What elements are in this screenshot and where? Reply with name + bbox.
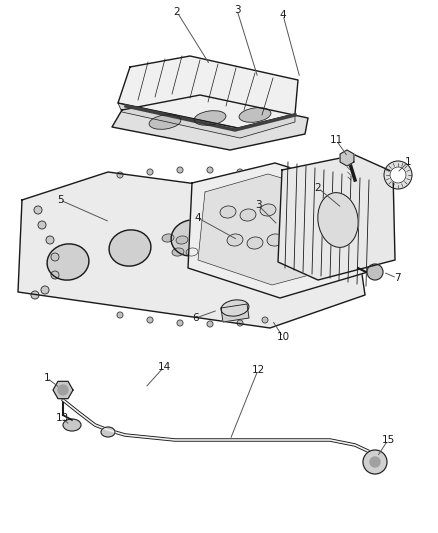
Circle shape — [297, 177, 303, 183]
Circle shape — [177, 167, 183, 173]
Circle shape — [117, 312, 123, 318]
Text: 7: 7 — [394, 273, 400, 283]
Text: 3: 3 — [234, 5, 240, 15]
Text: 5: 5 — [57, 195, 64, 205]
Text: 10: 10 — [276, 332, 290, 342]
Text: 6: 6 — [193, 313, 199, 323]
Ellipse shape — [109, 230, 151, 266]
Ellipse shape — [162, 234, 174, 242]
Text: 2: 2 — [174, 7, 180, 17]
Text: 11: 11 — [329, 135, 343, 145]
Ellipse shape — [239, 108, 271, 122]
Ellipse shape — [63, 419, 81, 431]
Circle shape — [34, 206, 42, 214]
Circle shape — [51, 253, 59, 261]
Ellipse shape — [248, 238, 260, 246]
Ellipse shape — [194, 111, 226, 125]
Circle shape — [237, 320, 243, 326]
Ellipse shape — [186, 248, 198, 256]
Circle shape — [38, 221, 46, 229]
Ellipse shape — [282, 214, 298, 226]
Polygon shape — [278, 155, 395, 280]
Ellipse shape — [101, 427, 115, 437]
Circle shape — [327, 187, 333, 193]
Polygon shape — [188, 163, 368, 298]
Ellipse shape — [220, 206, 236, 218]
Ellipse shape — [221, 300, 249, 316]
Circle shape — [207, 167, 213, 173]
Ellipse shape — [267, 234, 283, 246]
Circle shape — [390, 167, 406, 183]
Circle shape — [207, 321, 213, 327]
Ellipse shape — [172, 248, 184, 256]
Circle shape — [51, 271, 59, 279]
Ellipse shape — [260, 204, 276, 216]
Circle shape — [147, 317, 153, 323]
Text: 13: 13 — [55, 413, 69, 423]
Text: 1: 1 — [44, 373, 50, 383]
Ellipse shape — [47, 244, 89, 280]
Polygon shape — [198, 174, 358, 285]
Circle shape — [384, 161, 412, 189]
Polygon shape — [53, 381, 73, 399]
Text: 4: 4 — [280, 10, 286, 20]
Text: 1: 1 — [405, 157, 411, 167]
Text: 4: 4 — [194, 213, 201, 223]
Polygon shape — [221, 304, 249, 322]
Circle shape — [237, 169, 243, 175]
Circle shape — [177, 320, 183, 326]
Circle shape — [262, 317, 268, 323]
Polygon shape — [118, 103, 295, 138]
Ellipse shape — [227, 234, 243, 246]
Circle shape — [367, 264, 383, 280]
Circle shape — [58, 385, 68, 395]
Ellipse shape — [224, 224, 236, 232]
Ellipse shape — [318, 192, 358, 247]
Ellipse shape — [287, 242, 303, 254]
Ellipse shape — [149, 115, 181, 130]
Circle shape — [31, 291, 39, 299]
Circle shape — [370, 457, 380, 467]
Circle shape — [363, 450, 387, 474]
Ellipse shape — [238, 226, 250, 234]
Polygon shape — [340, 150, 354, 166]
Ellipse shape — [176, 236, 188, 244]
Circle shape — [267, 172, 273, 178]
Text: 12: 12 — [251, 365, 265, 375]
Circle shape — [46, 236, 54, 244]
Polygon shape — [118, 56, 298, 128]
Circle shape — [41, 286, 49, 294]
Ellipse shape — [247, 237, 263, 249]
Ellipse shape — [240, 209, 256, 221]
Text: 14: 14 — [157, 362, 171, 372]
Circle shape — [117, 172, 123, 178]
Text: 3: 3 — [254, 200, 261, 210]
Polygon shape — [112, 95, 308, 150]
Text: 15: 15 — [381, 435, 395, 445]
Polygon shape — [18, 172, 365, 328]
Ellipse shape — [171, 220, 213, 256]
Circle shape — [147, 169, 153, 175]
Text: 2: 2 — [314, 183, 321, 193]
Ellipse shape — [234, 240, 246, 248]
